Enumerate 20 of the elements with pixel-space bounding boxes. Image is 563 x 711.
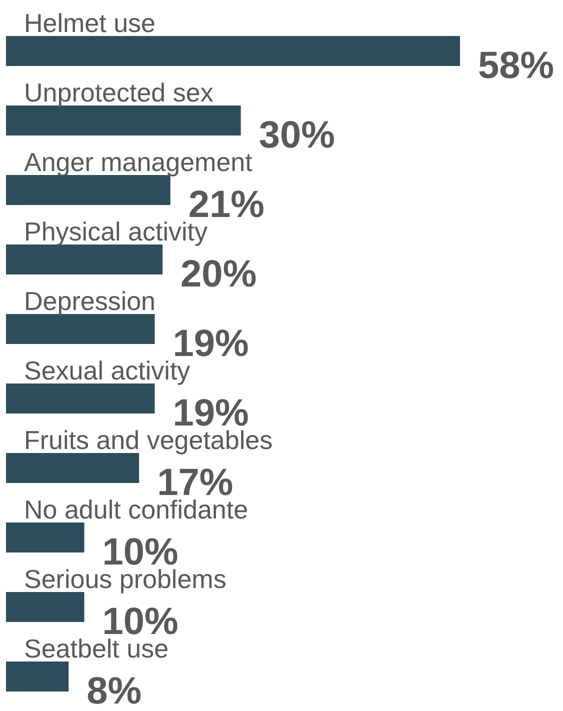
bar bbox=[6, 453, 140, 483]
bar bbox=[6, 175, 170, 205]
y-tick-label: Anger management bbox=[24, 147, 254, 177]
y-tick-label: Physical activity bbox=[24, 216, 208, 246]
data-label: 20% bbox=[180, 254, 257, 296]
bar bbox=[6, 384, 155, 414]
data-label: 58% bbox=[478, 45, 554, 87]
bar bbox=[6, 36, 460, 66]
bar bbox=[6, 592, 84, 622]
y-tick-label: Depression bbox=[24, 286, 156, 316]
y-tick-label: Unprotected sex bbox=[24, 78, 214, 108]
bar bbox=[6, 106, 241, 136]
data-label: 8% bbox=[86, 670, 142, 711]
bar bbox=[6, 244, 163, 274]
bar bbox=[6, 662, 69, 692]
bar bbox=[6, 314, 155, 344]
y-tick-label: Sexual activity bbox=[24, 356, 190, 386]
bar bbox=[6, 522, 84, 552]
y-tick-label: Helmet use bbox=[24, 8, 156, 38]
data-label: 30% bbox=[258, 114, 335, 156]
